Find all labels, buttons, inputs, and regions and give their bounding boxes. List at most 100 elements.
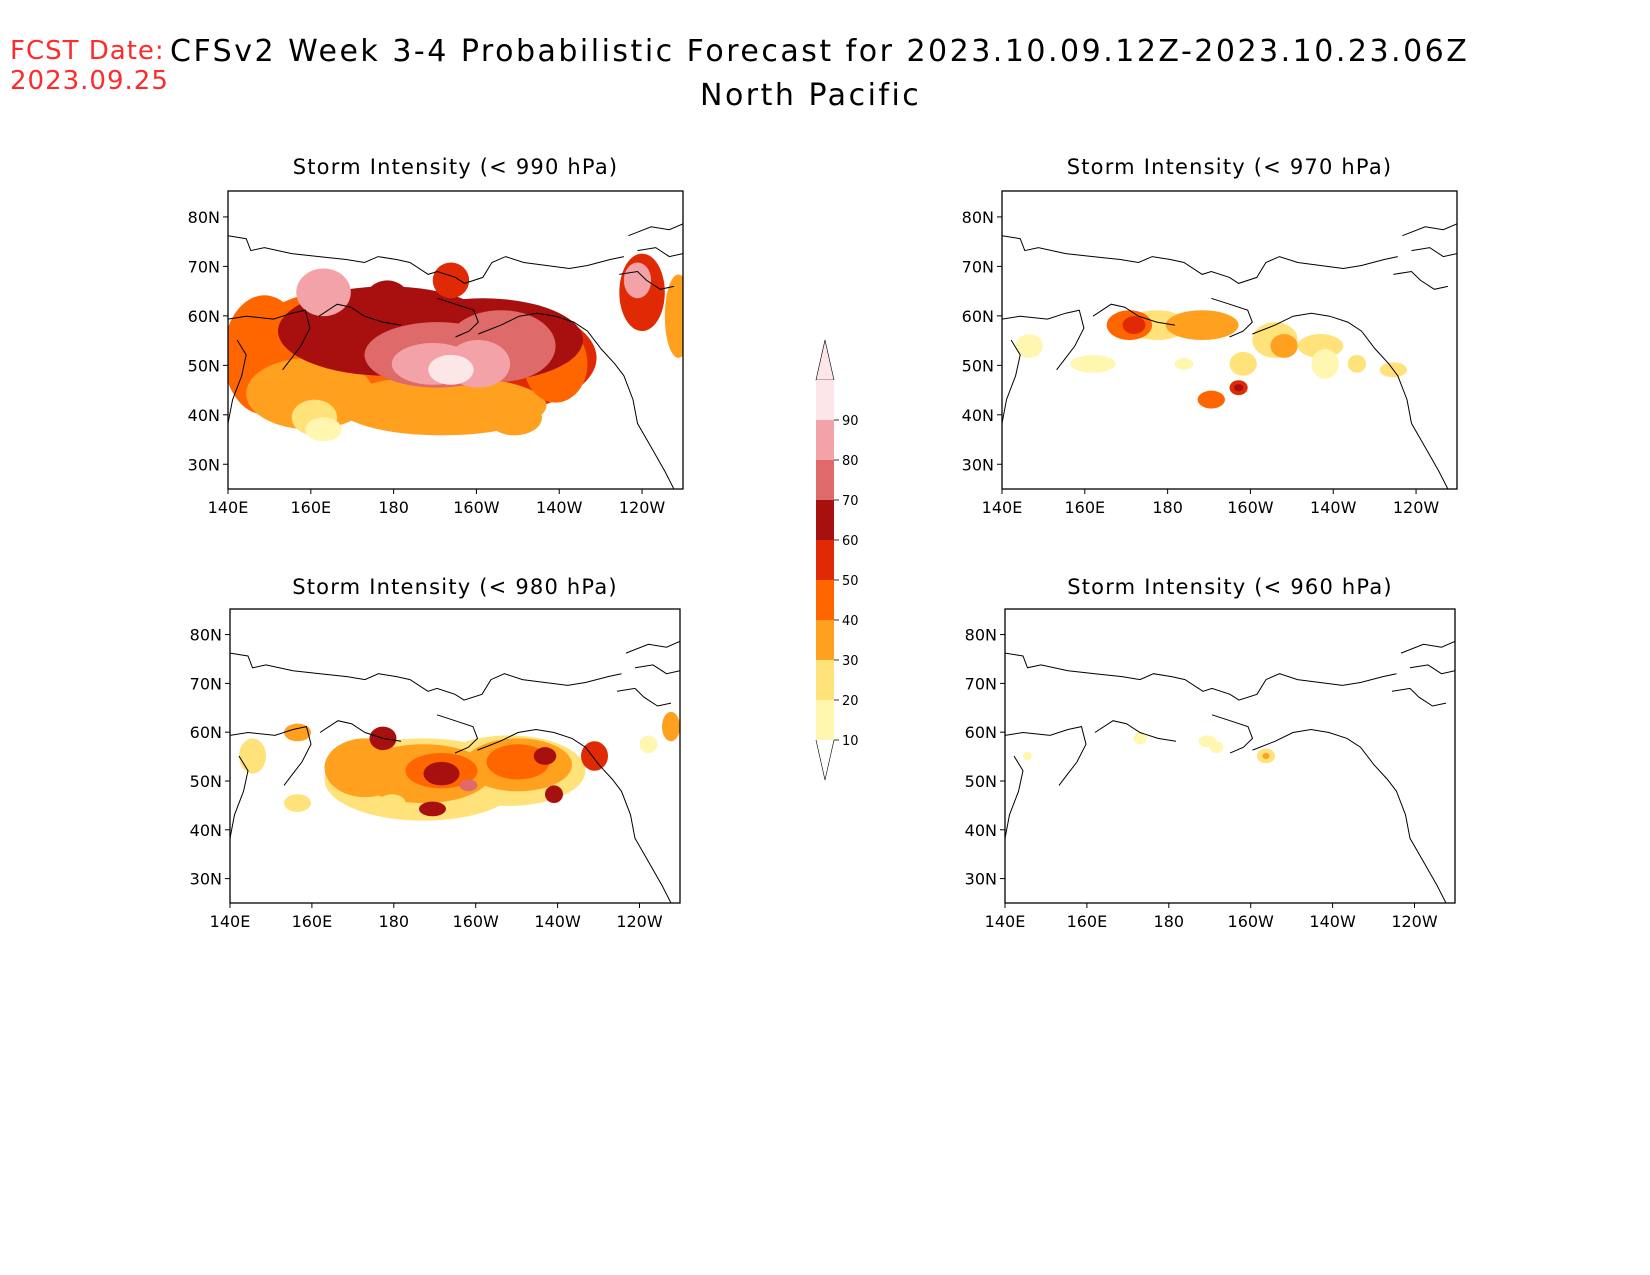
colorbar-swatch	[816, 420, 834, 460]
probability-contour	[623, 262, 652, 299]
coastline	[1252, 312, 1449, 489]
coastline	[1400, 640, 1455, 654]
lon-tick-label: 120W	[616, 912, 663, 931]
lon-tick-label: 120W	[1393, 498, 1440, 517]
coastline	[1409, 664, 1455, 675]
probability-contour	[1197, 390, 1225, 409]
lat-tick-label: 40N	[188, 406, 220, 425]
probability-contour	[1122, 316, 1146, 335]
coastline	[318, 303, 401, 326]
probability-contour	[1015, 334, 1043, 358]
lat-tick-label: 50N	[965, 772, 997, 791]
lat-tick-label: 40N	[965, 821, 997, 840]
probability-contour	[305, 417, 342, 442]
coastline	[637, 247, 683, 258]
lon-tick-label: 120W	[1391, 912, 1438, 931]
coastline	[628, 223, 683, 237]
probability-contour	[1229, 351, 1257, 376]
coastline	[1092, 303, 1175, 326]
probability-contour	[486, 744, 550, 780]
lon-tick-label: 140W	[534, 912, 581, 931]
lon-tick-label: 140E	[985, 912, 1026, 931]
coastline	[1005, 652, 1397, 701]
lat-tick-label: 70N	[188, 257, 220, 276]
colorbar-label: 50	[842, 574, 859, 589]
probability-field	[228, 253, 683, 442]
lon-tick-label: 160W	[1227, 498, 1274, 517]
lon-tick-label: 140E	[210, 912, 251, 931]
coastline	[230, 755, 249, 839]
lon-tick-label: 120W	[619, 498, 666, 517]
coastline	[1211, 297, 1253, 338]
colorbar-swatch	[816, 380, 834, 420]
coastline	[625, 640, 680, 654]
coastline	[477, 728, 672, 903]
probability-contour	[639, 735, 658, 754]
lat-tick-label: 30N	[965, 870, 997, 889]
coastline	[619, 270, 675, 290]
lat-tick-label: 60N	[962, 307, 994, 326]
colorbar-label: 90	[842, 414, 859, 429]
probability-field	[239, 711, 680, 821]
coastline	[634, 664, 680, 675]
probability-contour	[662, 711, 680, 742]
coastline	[319, 720, 402, 742]
probability-contour	[459, 779, 478, 792]
colorbar-label: 80	[842, 454, 859, 469]
coastline	[230, 652, 622, 701]
panel-title: Storm Intensity (< 980 hPa)	[292, 575, 618, 599]
coastline	[1393, 270, 1449, 290]
panel-title: Storm Intensity (< 970 hPa)	[1067, 155, 1393, 179]
colorbar-swatch	[816, 580, 834, 620]
probability-contour	[423, 761, 460, 786]
probability-contour	[378, 794, 406, 812]
coastline	[228, 309, 311, 371]
lat-tick-label: 50N	[188, 356, 220, 375]
lat-tick-label: 40N	[962, 406, 994, 425]
colorbar-label: 60	[842, 534, 859, 549]
lat-tick-label: 40N	[190, 821, 222, 840]
coastlines	[228, 223, 683, 489]
lat-tick-label: 60N	[190, 723, 222, 742]
lat-tick-label: 50N	[962, 356, 994, 375]
lat-tick-label: 30N	[962, 455, 994, 474]
lon-tick-label: 180	[378, 498, 409, 517]
coastline	[230, 726, 312, 786]
map-panel-p980: Storm Intensity (< 980 hPa) 80N 70N 60N 50N 4…	[190, 575, 681, 931]
colorbar-label: 30	[842, 654, 859, 669]
probability-contour	[1133, 732, 1147, 745]
probability-contour	[1070, 354, 1116, 373]
probability-contour	[1347, 354, 1366, 373]
probability-contour	[1311, 348, 1339, 379]
lat-tick-label: 80N	[190, 626, 222, 645]
colorbar: 90 80 70 60 50 40 30 20 10	[815, 339, 859, 781]
forecast-date-block: FCST Date: 2023.09.25	[10, 36, 169, 96]
lat-tick-label: 60N	[188, 307, 220, 326]
probability-contour	[1209, 741, 1224, 754]
probability-field	[1015, 310, 1407, 409]
lat-tick-label: 70N	[962, 257, 994, 276]
lon-tick-label: 160E	[290, 498, 331, 517]
colorbar-label: 20	[842, 694, 859, 709]
coastline	[1005, 726, 1087, 786]
coastline	[1002, 309, 1085, 371]
coastline	[1402, 223, 1457, 237]
probability-contour	[419, 801, 446, 817]
coastline	[437, 297, 479, 338]
coastline	[1211, 714, 1254, 754]
map-frame	[229, 608, 681, 904]
probability-contour	[428, 354, 474, 385]
colorbar-label: 40	[842, 614, 859, 629]
lon-tick-label: 180	[379, 912, 410, 931]
colorbar-swatch	[816, 660, 834, 700]
probability-contour	[664, 274, 683, 358]
probability-contour	[239, 738, 266, 774]
lon-tick-label: 140E	[208, 498, 249, 517]
probability-contour	[296, 268, 351, 317]
lat-tick-label: 80N	[965, 626, 997, 645]
probability-contour	[284, 723, 311, 742]
map-panel-p970: Storm Intensity (< 970 hPa) 80N 70N 60N 50N 4…	[962, 155, 1458, 517]
probability-contour	[581, 741, 608, 771]
lat-tick-label: 30N	[190, 870, 222, 889]
